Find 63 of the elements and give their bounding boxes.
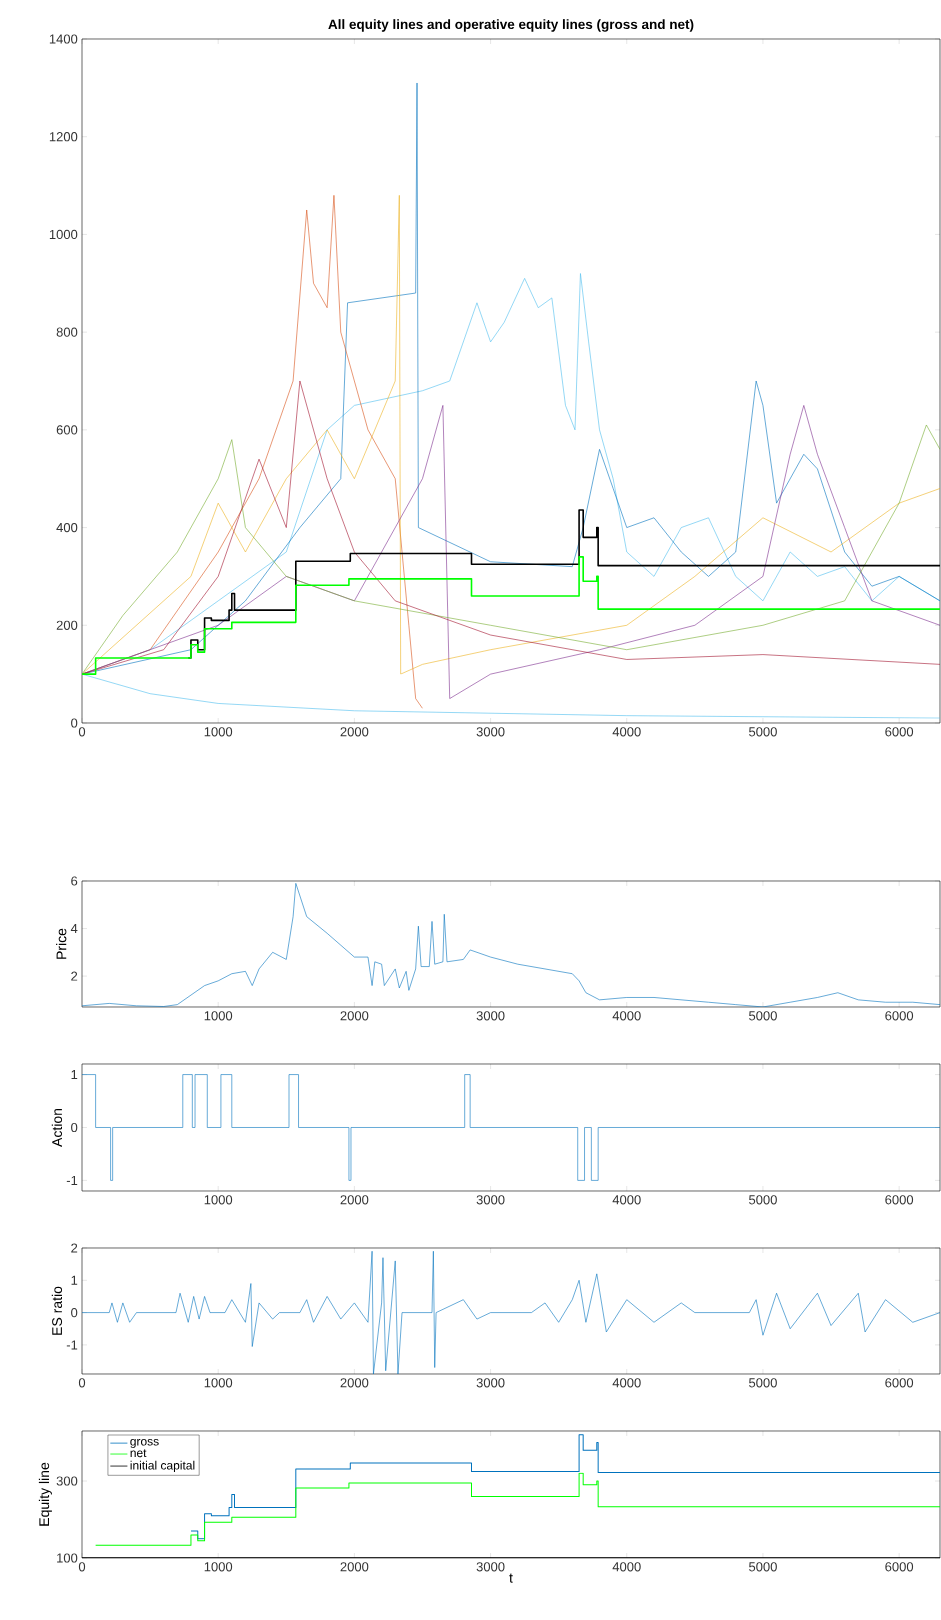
y-tick-label: 1200	[49, 132, 78, 142]
x-tick-label: 0	[78, 727, 86, 737]
y-tick-label: -1	[66, 1175, 78, 1185]
legend-label: net	[130, 1449, 147, 1458]
x-tick-label: 1000	[204, 1562, 233, 1572]
chart-title: All equity lines and operative equity lines (gross and net)	[328, 19, 694, 32]
x-axis-title: t	[509, 1573, 513, 1583]
y-tick-label: 2	[71, 1243, 78, 1253]
y-tick-label: 0	[71, 1308, 78, 1318]
legend-label: gross	[130, 1439, 159, 1448]
x-tick-label: 4000	[612, 1378, 641, 1388]
y-tick-label: 1	[71, 1070, 78, 1080]
y-axis-title: Equity line	[38, 1462, 52, 1526]
x-tick-label: 1000	[204, 1011, 233, 1021]
x-tick-label: 2000	[340, 727, 369, 737]
y-axis-title: ES ratio	[51, 1286, 63, 1335]
y-tick-label: 600	[56, 425, 78, 435]
x-tick-label: 5000	[749, 1562, 777, 1572]
x-tick-label: 2000	[340, 1011, 369, 1021]
y-tick-label: 0	[71, 1122, 78, 1133]
x-tick-label: 0	[78, 1562, 86, 1572]
x-tick-label: 1000	[204, 727, 233, 737]
x-tick-label: 3000	[476, 1562, 505, 1572]
y-tick-label: 1	[71, 1275, 78, 1285]
x-tick-label: 5000	[749, 1378, 777, 1388]
x-tick-label: 1000	[204, 1195, 233, 1205]
x-tick-label: 4000	[612, 1562, 641, 1572]
y-tick-label: 800	[56, 327, 78, 337]
x-tick-label: 4000	[612, 1195, 641, 1205]
y-axis-title: Action	[51, 1108, 63, 1147]
x-tick-label: 2000	[340, 1562, 369, 1572]
x-tick-label: 0	[78, 1378, 86, 1388]
y-tick-label: 100	[57, 1553, 78, 1563]
y-tick-label: 0	[71, 718, 78, 728]
y-tick-label: 1400	[49, 34, 78, 44]
x-tick-label: 6000	[885, 727, 914, 737]
x-tick-label: 3000	[476, 727, 505, 737]
x-tick-label: 3000	[476, 1195, 505, 1205]
x-tick-label: 5000	[749, 1011, 777, 1021]
y-tick-label: 2	[71, 971, 78, 981]
y-tick-label: -1	[66, 1340, 78, 1350]
x-tick-label: 4000	[612, 1011, 641, 1021]
x-tick-label: 6000	[885, 1378, 914, 1388]
y-tick-label: 4	[70, 924, 78, 934]
line-series	[82, 1250, 940, 1374]
legend-label: initial capital	[130, 1460, 195, 1473]
y-tick-label: 400	[56, 522, 78, 533]
x-tick-label: 6000	[885, 1195, 914, 1205]
x-tick-label: 5000	[749, 727, 777, 737]
x-tick-label: 3000	[476, 1011, 505, 1021]
x-tick-label: 2000	[340, 1195, 369, 1205]
x-tick-label: 1000	[204, 1378, 233, 1388]
y-tick-label: 6	[71, 876, 78, 886]
y-axis-title: Price	[56, 928, 67, 959]
x-tick-label: 4000	[612, 727, 641, 737]
y-tick-label: 1000	[49, 229, 78, 240]
x-tick-label: 2000	[340, 1378, 369, 1388]
x-tick-label: 5000	[749, 1195, 777, 1205]
x-tick-label: 3000	[476, 1378, 505, 1388]
x-tick-label: 6000	[885, 1562, 914, 1572]
x-tick-label: 6000	[885, 1011, 914, 1021]
y-tick-label: 200	[56, 620, 78, 630]
y-tick-label: 300	[56, 1476, 78, 1486]
